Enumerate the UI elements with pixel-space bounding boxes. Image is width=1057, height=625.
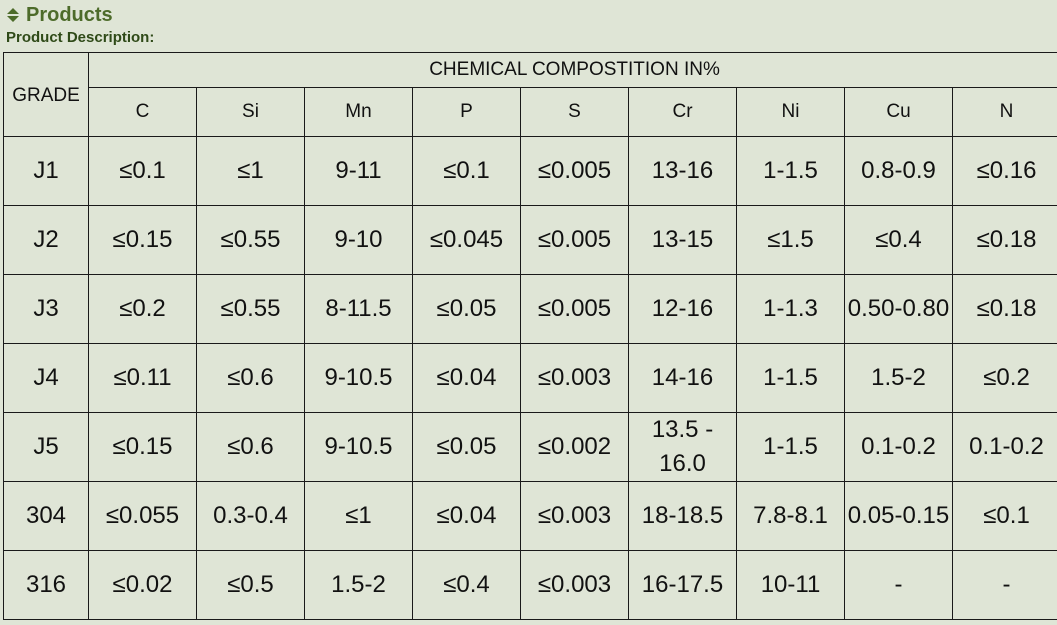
title: Products	[26, 3, 113, 26]
grade-cell: J1	[3, 136, 89, 206]
value-cell: ≤0.15	[88, 412, 197, 482]
value-cell: 1-1.3	[736, 274, 845, 344]
data-row: J5 ≤0.15 ≤0.6 9-10.5 ≤0.05 ≤0.002 13.5 - 16.0 1…	[3, 412, 1057, 482]
value-cell: ≤0.1	[412, 136, 521, 206]
value-cell: ≤0.005	[520, 205, 629, 275]
data-row: J3 ≤0.2 ≤0.55 8-11.5 ≤0.05 ≤0.005 12-16 1-1.3 0.…	[3, 274, 1057, 344]
value-cell: 0.05-0.15	[844, 481, 953, 551]
data-row: 304 ≤0.055 0.3-0.4 ≤1 ≤0.04 ≤0.003 18-18.5 7.8-…	[3, 481, 1057, 551]
value-cell: ≤0.05	[412, 412, 521, 482]
grade-cell: J5	[3, 412, 89, 482]
data-row: 316 ≤0.02 ≤0.5 1.5-2 ≤0.4 ≤0.003 16-17.5 10-11-…	[3, 550, 1057, 620]
header-row: GRADE CHEMICAL COMPOSTITION IN%	[3, 52, 1057, 137]
value-cell: ≤0.003	[520, 550, 629, 620]
value-cell: 16-17.5	[628, 550, 737, 620]
value-cell: ≤0.18	[951, 205, 1057, 275]
column-header: P	[412, 87, 521, 137]
value-cell: ≤0.16	[951, 136, 1057, 206]
value-cell: ≤0.05	[412, 274, 521, 344]
header: Products Product Description:	[6, 3, 155, 47]
value-cell: ≤0.18	[951, 274, 1057, 344]
value-cell: 0.3-0.4	[196, 481, 305, 551]
value-cell: ≤0.2	[88, 274, 197, 344]
value-cell: 7.8-8.1	[736, 481, 845, 551]
value-cell: ≤0.2	[951, 343, 1057, 413]
value-cell: 10-11	[736, 550, 845, 620]
value-cell: ≤1	[304, 481, 413, 551]
value-cell: ≤0.1	[88, 136, 197, 206]
value-cell: ≤0.55	[196, 274, 305, 344]
grade-cell: 304	[3, 481, 89, 551]
value-cell: ≤1.5	[736, 205, 845, 275]
value-cell: 13-15	[628, 205, 737, 275]
value-cell: ≤0.15	[88, 205, 197, 275]
value-cell: 8-11.5	[304, 274, 413, 344]
grade-cell: J4	[3, 343, 89, 413]
value-cell: ≤0.6	[196, 343, 305, 413]
column-header: Mn	[304, 87, 413, 137]
value-cell: 1.5-2	[844, 343, 953, 413]
toggle-icon	[7, 8, 19, 22]
value-cell: 13.5 - 16.0	[628, 412, 737, 482]
grade-cell: J2	[3, 205, 89, 275]
value-cell: 12-16	[628, 274, 737, 344]
value-cell: -	[844, 550, 953, 620]
value-cell: 0.1-0.2	[844, 412, 953, 482]
column-header: Si	[196, 87, 305, 137]
column-header: S	[520, 87, 629, 137]
value-cell: ≤0.003	[520, 343, 629, 413]
value-cell: 0.50-0.80	[844, 274, 953, 344]
value-cell: 14-16	[628, 343, 737, 413]
value-cell: 13-16	[628, 136, 737, 206]
value-cell: ≤0.4	[412, 550, 521, 620]
value-cell: 1-1.5	[736, 343, 845, 413]
grade-cell: J3	[3, 274, 89, 344]
grade-cell: 316	[3, 550, 89, 620]
value-cell: 1-1.5	[736, 136, 845, 206]
value-cell: ≤0.045	[412, 205, 521, 275]
value-cell: ≤0.04	[412, 343, 521, 413]
value-cell: ≤0.003	[520, 481, 629, 551]
column-header: Cr	[628, 87, 737, 137]
value-cell: ≤0.005	[520, 136, 629, 206]
value-cell: ≤0.02	[88, 550, 197, 620]
value-cell: 0.8-0.9	[844, 136, 953, 206]
column-header: N	[951, 87, 1057, 137]
composition-table: GRADE CHEMICAL COMPOSTITION IN% C Si Mn P S Cr N…	[3, 52, 1057, 620]
value-cell: ≤0.5	[196, 550, 305, 620]
value-cell: ≤0.4	[844, 205, 953, 275]
value-cell: 1-1.5	[736, 412, 845, 482]
header-row: C Si Mn P S Cr Ni Cu N	[4, 87, 1057, 137]
value-cell: ≤0.6	[196, 412, 305, 482]
value-cell: 1.5-2	[304, 550, 413, 620]
value-cell: ≤0.55	[196, 205, 305, 275]
value-cell: ≤0.1	[951, 481, 1057, 551]
value-cell: ≤0.055	[88, 481, 197, 551]
column-header: C	[88, 87, 197, 137]
value-cell: 9-11	[304, 136, 413, 206]
data-row: J1 ≤0.1 ≤1 9-11 ≤0.1 ≤0.005 13-16 1-1.5 0.8-0.9 ≤…	[3, 136, 1057, 206]
data-row: J2 ≤0.15 ≤0.55 9-10 ≤0.045 ≤0.005 13-15 ≤1.5 ≤0.…	[3, 205, 1057, 275]
column-header: Ni	[736, 87, 845, 137]
value-cell: ≤1	[196, 136, 305, 206]
value-cell: ≤0.11	[88, 343, 197, 413]
group-header: CHEMICAL COMPOSTITION IN%	[87, 52, 1057, 88]
value-cell: 9-10	[304, 205, 413, 275]
value-cell: 18-18.5	[628, 481, 737, 551]
value-cell: ≤0.04	[412, 481, 521, 551]
grade-header: GRADE	[3, 52, 89, 137]
subtitle: Product Description:	[6, 29, 155, 46]
value-cell: ≤0.005	[520, 274, 629, 344]
value-cell: 0.1-0.2	[951, 412, 1057, 482]
value-cell: -	[951, 550, 1057, 620]
value-cell: 9-10.5	[304, 343, 413, 413]
data-row: J4 ≤0.11 ≤0.6 9-10.5 ≤0.04 ≤0.003 14-16 1-1.5 1.…	[3, 343, 1057, 413]
column-header: Cu	[844, 87, 953, 137]
value-cell: 9-10.5	[304, 412, 413, 482]
value-cell: ≤0.002	[520, 412, 629, 482]
title-row: Products	[6, 3, 154, 27]
